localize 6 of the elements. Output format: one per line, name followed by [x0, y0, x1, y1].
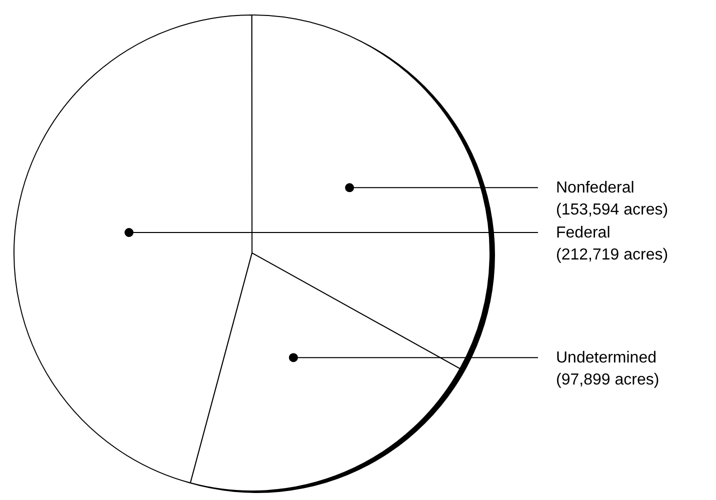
- slice-label: Federal: [556, 224, 610, 242]
- data-label: (97,899 acres): [556, 372, 660, 389]
- slice-label: Nonfederal: [556, 180, 634, 197]
- data-label: (153,594 acres): [556, 202, 668, 219]
- data-label: (212,719 acres): [556, 246, 668, 264]
- slice-label: Undetermined: [556, 350, 656, 367]
